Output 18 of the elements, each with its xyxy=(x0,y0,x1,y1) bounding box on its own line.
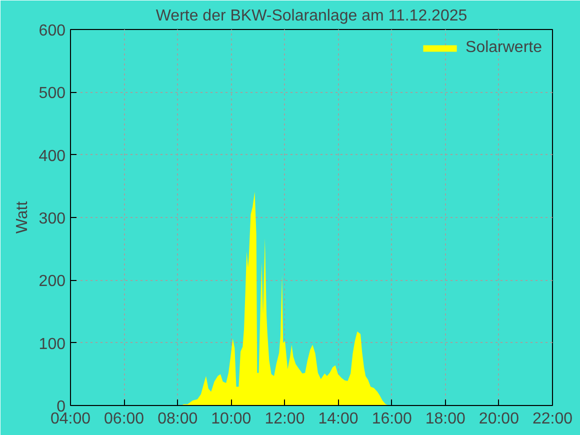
x-tick-label: 06:00 xyxy=(104,410,144,428)
y-axis-title: Watt xyxy=(14,200,31,234)
y-tick-label: 500 xyxy=(38,85,66,102)
y-tick-label: 600 xyxy=(38,22,66,40)
x-tick-label: 08:00 xyxy=(158,410,198,428)
x-tick-label: 12:00 xyxy=(264,410,305,428)
x-tick-label: 16:00 xyxy=(372,410,412,428)
x-tick-label: 14:00 xyxy=(318,410,358,428)
y-tick-label: 200 xyxy=(38,273,66,290)
x-tick-label: 22:00 xyxy=(532,410,573,428)
y-tick-label: 400 xyxy=(38,148,66,165)
y-tick-label: 300 xyxy=(38,210,66,228)
x-tick-label: 20:00 xyxy=(478,410,520,428)
legend-label: Solarwerte xyxy=(466,39,542,57)
x-tick-label: 10:00 xyxy=(211,410,252,428)
x-tick-label: 18:00 xyxy=(425,410,466,428)
y-tick-label: 100 xyxy=(38,336,66,353)
chart-title: Werte der BKW-Solaranlage am 11.12.2025 xyxy=(156,8,468,24)
